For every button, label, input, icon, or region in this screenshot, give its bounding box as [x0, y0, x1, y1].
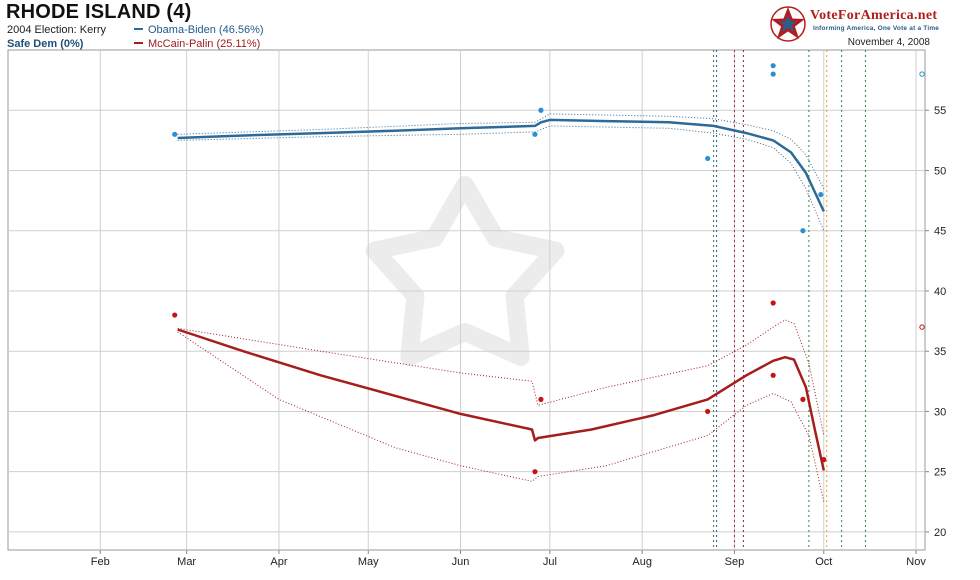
obama-poll-point	[818, 191, 824, 198]
brand-logo[interactable]: VoteForAmerica.net Informing America, On…	[766, 3, 966, 45]
mccain-projection-point	[919, 324, 925, 330]
legend-label-mccain: McCain-Palin (25.11%)	[148, 38, 261, 50]
x-tick-label: Apr	[270, 556, 287, 568]
legend-swatch-obama	[134, 28, 143, 31]
plot-background	[7, 49, 926, 551]
obama-poll-point	[770, 63, 776, 69]
x-tick-label: Nov	[906, 556, 926, 568]
y-tick-label: 40	[934, 286, 946, 298]
plot-frame	[7, 49, 926, 551]
watermark-star-shape	[365, 176, 565, 366]
confidence-bands	[177, 113, 825, 502]
mccain-lower-band	[177, 331, 825, 502]
y-tick-label: 45	[934, 226, 946, 238]
chart-header: RHODE ISLAND (4) 2004 Election: Kerry Sa…	[0, 0, 980, 52]
x-tick-label: Jun	[452, 556, 470, 568]
trend-lines	[177, 118, 826, 471]
legend-swatch-mccain	[134, 42, 143, 45]
y-tick-label: 55	[934, 105, 946, 117]
legend-item-mccain: McCain-Palin (25.11%)	[134, 38, 260, 50]
obama-poll-point	[532, 131, 538, 137]
y-tick-label: 50	[934, 165, 946, 177]
mccain-poll-point	[705, 408, 711, 415]
x-tick-label: Aug	[632, 556, 652, 568]
obama-poll-point	[172, 131, 178, 137]
mccain-poll-point	[800, 396, 806, 402]
obama-poll-point	[705, 155, 711, 162]
x-tick-label: Jul	[543, 556, 557, 568]
x-tick-label: Oct	[815, 556, 832, 568]
x-tick-label: Sep	[725, 556, 745, 568]
obama-lower-band	[177, 125, 825, 231]
y-tick-label: 30	[934, 406, 946, 418]
mccain-poll-point	[770, 300, 776, 306]
event-lines	[713, 50, 866, 550]
report-date: November 4, 2008	[847, 37, 930, 48]
obama-poll-point	[770, 71, 776, 77]
watermark-star-icon	[365, 176, 565, 366]
poll-points	[172, 63, 925, 475]
page-title: RHODE ISLAND (4)	[6, 1, 192, 23]
mccain-upper-band	[177, 319, 825, 436]
election-2004-label: 2004 Election: Kerry	[7, 24, 107, 36]
x-tick-label: Feb	[91, 556, 110, 568]
status-badge: Safe Dem (0%)	[7, 38, 84, 50]
obama-poll-point	[538, 107, 544, 113]
legend-label-obama: Obama-Biden (46.56%)	[148, 24, 264, 36]
obama-upper-band	[177, 113, 825, 189]
y-tick-label: 25	[934, 467, 946, 479]
legend-item-obama: Obama-Biden (46.56%)	[134, 24, 264, 36]
mccain-poll-point	[532, 469, 538, 475]
y-tick-label: 35	[934, 346, 946, 358]
mccain-trend-line	[177, 328, 826, 471]
mccain-poll-point	[821, 457, 827, 463]
y-tick-label: 20	[934, 527, 946, 539]
x-tick-label: Mar	[177, 556, 196, 568]
brand-star-icon	[770, 6, 806, 42]
mccain-poll-point	[770, 372, 776, 378]
obama-trend-line	[177, 118, 825, 212]
brand-name: VoteForAmerica.net	[810, 8, 938, 23]
brand-tagline: Informing America, One Vote at a Time	[813, 25, 940, 32]
x-axis: Feb Mar Apr May Jun Jul Aug Sep Oct Nov	[91, 550, 926, 568]
y-axis: 20 25 30 35 40 45 50 55	[925, 105, 946, 539]
mccain-poll-point	[172, 312, 178, 318]
obama-poll-point	[800, 228, 806, 234]
obama-projection-point	[919, 71, 925, 77]
x-tick-label: May	[358, 556, 379, 568]
mccain-poll-point	[538, 396, 544, 402]
